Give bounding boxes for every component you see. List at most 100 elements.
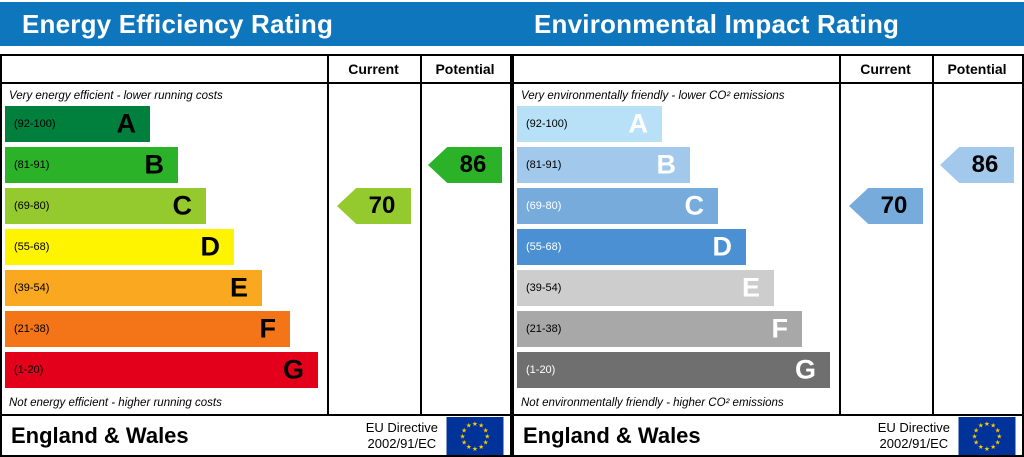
band-range-label: (81-91) bbox=[526, 159, 562, 171]
svg-text:★: ★ bbox=[460, 432, 466, 440]
band-range-label: (92-100) bbox=[14, 118, 56, 130]
band-c-bar: (69-80) C bbox=[5, 188, 206, 224]
environmental-impact-title: Environmental Impact Rating bbox=[534, 8, 900, 39]
svg-text:★: ★ bbox=[978, 443, 984, 451]
current-column-divider bbox=[839, 56, 841, 414]
svg-text:★: ★ bbox=[466, 443, 472, 451]
svg-text:★: ★ bbox=[978, 421, 984, 429]
band-letter-label: F bbox=[771, 313, 789, 344]
band-e-bar: (39-54) E bbox=[5, 270, 262, 306]
band-letter-label: C bbox=[172, 190, 193, 221]
band-d-bar: (55-68) D bbox=[5, 229, 234, 265]
energy-efficiency-panel: Current Potential Very energy efficient … bbox=[0, 54, 512, 457]
band-range-label: (69-80) bbox=[14, 200, 50, 212]
band-range-label: (69-80) bbox=[526, 200, 562, 212]
band-letter-label: G bbox=[794, 354, 816, 385]
svg-text:★: ★ bbox=[995, 426, 1001, 434]
svg-text:★: ★ bbox=[483, 438, 489, 446]
svg-text:★: ★ bbox=[972, 432, 978, 440]
chart-area: Very environmentally friendly - lower CO… bbox=[514, 84, 1022, 414]
rating-bands: (92-100) A (81-91) B (69-80) C (55-68) D (39-54)… bbox=[2, 106, 510, 388]
eu-directive-label: EU Directive 2002/91/EC bbox=[366, 420, 438, 451]
svg-text:★: ★ bbox=[478, 443, 484, 451]
band-range-label: (39-54) bbox=[14, 282, 50, 294]
svg-text:★: ★ bbox=[484, 432, 490, 440]
band-range-label: (1-20) bbox=[14, 364, 44, 376]
svg-text:★: ★ bbox=[466, 421, 472, 429]
svg-text:★: ★ bbox=[472, 444, 478, 452]
band-d-bar: (55-68) D bbox=[517, 229, 746, 265]
potential-column-divider bbox=[420, 56, 422, 414]
svg-text:★: ★ bbox=[984, 444, 990, 452]
panels-row: Current Potential Very energy efficient … bbox=[0, 54, 1024, 457]
svg-text:★: ★ bbox=[472, 420, 478, 428]
svg-text:★: ★ bbox=[990, 443, 996, 451]
bottom-caption: Not environmentally friendly - higher CO… bbox=[521, 397, 784, 409]
band-range-label: (39-54) bbox=[526, 282, 562, 294]
band-c-bar: (69-80) C bbox=[517, 188, 718, 224]
svg-text:★: ★ bbox=[973, 438, 979, 446]
band-g-bar: (1-20) G bbox=[517, 352, 830, 388]
region-label: England & Wales bbox=[523, 422, 701, 448]
svg-text:★: ★ bbox=[478, 421, 484, 429]
band-b-bar: (81-91) B bbox=[517, 147, 690, 183]
band-e-bar: (39-54) E bbox=[517, 270, 774, 306]
svg-text:★: ★ bbox=[996, 432, 1002, 440]
panel-footer: England & Wales EU Directive 2002/91/EC … bbox=[514, 414, 1022, 455]
eu-directive-label: EU Directive 2002/91/EC bbox=[878, 420, 950, 451]
band-letter-label: B bbox=[144, 149, 165, 180]
current-rating-arrow: 70 bbox=[849, 188, 923, 224]
environmental-impact-panel: Current Potential Very environmentally f… bbox=[512, 54, 1024, 457]
band-range-label: (21-38) bbox=[526, 323, 562, 335]
svg-text:★: ★ bbox=[483, 426, 489, 434]
band-f-bar: (21-38) F bbox=[517, 311, 802, 347]
chart-area: Very energy efficient - lower running co… bbox=[2, 84, 510, 414]
column-header-row: Current Potential bbox=[514, 56, 1022, 84]
current-column-header: Current bbox=[860, 61, 911, 77]
svg-text:★: ★ bbox=[461, 426, 467, 434]
band-letter-label: A bbox=[628, 108, 649, 139]
column-header-row: Current Potential bbox=[2, 56, 510, 84]
svg-text:★: ★ bbox=[973, 426, 979, 434]
panel-footer: England & Wales EU Directive 2002/91/EC … bbox=[2, 414, 510, 455]
band-range-label: (21-38) bbox=[14, 323, 50, 335]
region-label: England & Wales bbox=[11, 422, 189, 448]
eu-directive-line2: 2002/91/EC bbox=[879, 435, 949, 451]
band-letter-label: C bbox=[684, 190, 705, 221]
band-column-spacer bbox=[2, 56, 327, 82]
energy-efficiency-title: Energy Efficiency Rating bbox=[22, 8, 334, 39]
band-range-label: (81-91) bbox=[14, 159, 50, 171]
rating-bands: (92-100) A (81-91) B (69-80) C (55-68) D (39-54)… bbox=[514, 106, 1022, 388]
svg-text:★: ★ bbox=[990, 421, 996, 429]
svg-text:★: ★ bbox=[984, 420, 990, 428]
band-a-bar: (92-100) A bbox=[5, 106, 150, 142]
eu-flag-icon: ★ ★★★★★★★★★★★ bbox=[446, 416, 504, 455]
band-letter-label: B bbox=[656, 149, 677, 180]
current-column-divider bbox=[327, 56, 329, 414]
eu-directive-line2: 2002/91/EC bbox=[367, 435, 437, 451]
band-letter-label: A bbox=[116, 108, 137, 139]
potential-column-header: Potential bbox=[947, 61, 1007, 77]
band-letter-label: D bbox=[712, 231, 733, 262]
eu-flag-icon: ★ ★★★★★★★★★★★ bbox=[958, 416, 1016, 455]
top-caption: Very energy efficient - lower running co… bbox=[9, 90, 223, 102]
band-g-bar: (1-20) G bbox=[5, 352, 318, 388]
svg-text:★: ★ bbox=[461, 438, 467, 446]
potential-column-header: Potential bbox=[435, 61, 495, 77]
svg-text:★: ★ bbox=[995, 438, 1001, 446]
band-range-label: (92-100) bbox=[526, 118, 568, 130]
band-range-label: (55-68) bbox=[14, 241, 50, 253]
eu-directive-line1: EU Directive bbox=[365, 419, 438, 435]
band-letter-label: E bbox=[229, 272, 248, 303]
eu-directive-line1: EU Directive bbox=[877, 419, 950, 435]
current-column-header: Current bbox=[348, 61, 399, 77]
band-letter-label: D bbox=[200, 231, 221, 262]
top-caption: Very environmentally friendly - lower CO… bbox=[521, 90, 785, 102]
band-column-spacer bbox=[514, 56, 839, 82]
band-letter-label: E bbox=[741, 272, 760, 303]
band-letter-label: G bbox=[282, 354, 304, 385]
band-range-label: (1-20) bbox=[526, 364, 556, 376]
title-bar: Energy Efficiency Rating Environmental I… bbox=[0, 2, 1024, 46]
band-letter-label: F bbox=[259, 313, 277, 344]
